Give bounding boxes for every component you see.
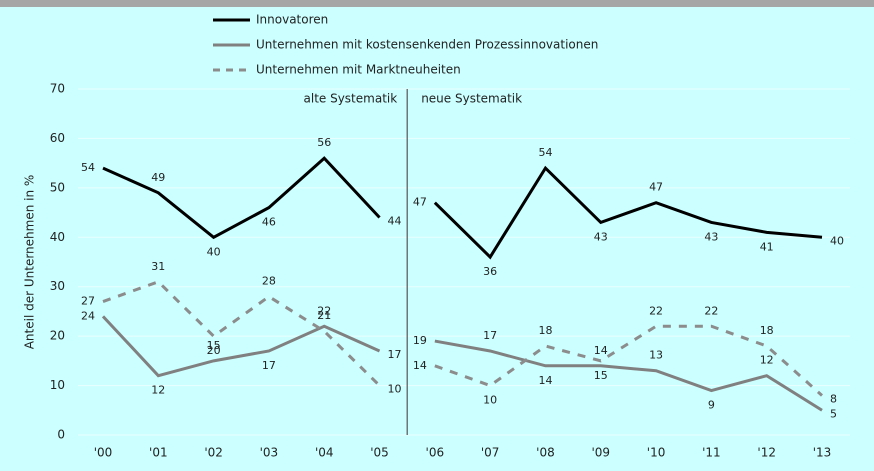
data-label: 17: [262, 359, 276, 372]
x-tick-label: '08: [536, 446, 555, 460]
x-tick-label: '01: [149, 446, 168, 460]
data-label: 54: [81, 161, 95, 174]
y-tick-label: 10: [50, 378, 65, 392]
x-tick-label: '05: [370, 446, 389, 460]
y-tick-label: 60: [50, 131, 65, 145]
y-tick-label: 30: [50, 279, 65, 293]
data-label: 5: [830, 407, 837, 420]
data-label: 31: [151, 260, 165, 273]
data-label: 22: [317, 304, 331, 317]
data-label: 10: [483, 394, 497, 407]
x-tick-label: '09: [591, 446, 610, 460]
y-axis-label: Anteil der Unternehmen in %: [23, 175, 37, 350]
data-label: 21: [317, 309, 331, 322]
data-label: 15: [207, 339, 221, 352]
legend-label: Innovatoren: [256, 13, 328, 27]
data-label: 14: [413, 359, 427, 372]
series-line: [101, 315, 381, 378]
data-label: 43: [594, 230, 608, 243]
y-tick-label: 20: [50, 329, 65, 343]
y-tick-label: 40: [50, 230, 65, 244]
data-label: 12: [760, 354, 774, 367]
data-label: 24: [81, 309, 95, 322]
data-label: 13: [649, 349, 663, 362]
x-tick-label: '03: [260, 446, 279, 460]
x-tick-label: '06: [426, 446, 445, 460]
data-label: 47: [649, 181, 663, 194]
top-bar: [0, 0, 874, 7]
data-label: 18: [760, 324, 774, 337]
y-tick-label: 70: [50, 82, 65, 96]
y-tick-label: 0: [57, 428, 65, 442]
data-label: 36: [483, 265, 497, 278]
x-tick-label: '02: [204, 446, 223, 460]
annotation: alte Systematik: [304, 92, 398, 106]
data-label: 44: [388, 215, 402, 228]
series-line: [433, 165, 823, 260]
data-label: 56: [317, 136, 331, 149]
data-label: 19: [413, 334, 427, 347]
series-line: [102, 280, 381, 387]
x-tick-label: '10: [647, 446, 666, 460]
data-label: 46: [262, 216, 276, 229]
legend-label: Unternehmen mit Marktneuheiten: [256, 63, 461, 77]
y-tick-label: 50: [50, 180, 65, 194]
data-label: 12: [151, 384, 165, 397]
x-tick-label: '04: [315, 446, 334, 460]
data-label: 17: [388, 348, 402, 361]
x-tick-label: '11: [702, 446, 721, 460]
annotation: neue Systematik: [421, 92, 522, 106]
data-label: 41: [760, 240, 774, 253]
data-label: 27: [81, 295, 95, 308]
data-label: 14: [594, 344, 608, 357]
data-label: 28: [262, 275, 276, 288]
series-line: [434, 324, 823, 397]
x-tick-label: '00: [94, 446, 113, 460]
data-label: 17: [483, 329, 497, 342]
data-label: 43: [704, 230, 718, 243]
data-label: 10: [388, 383, 402, 396]
data-label: 49: [151, 171, 165, 184]
data-label: 20: [207, 344, 221, 357]
data-label: 9: [708, 399, 715, 412]
x-tick-label: '12: [757, 446, 776, 460]
data-label: 40: [830, 234, 844, 247]
legend-label: Unternehmen mit kostensenkenden Prozessi…: [256, 38, 598, 52]
series-line: [434, 339, 823, 412]
series-line: [102, 156, 381, 240]
data-label: 15: [594, 369, 608, 382]
data-label: 8: [830, 392, 837, 405]
data-label: 18: [538, 324, 552, 337]
data-label: 47: [413, 196, 427, 209]
x-tick-label: '07: [481, 446, 500, 460]
data-label: 22: [704, 304, 718, 317]
data-label: 54: [538, 146, 552, 159]
data-label: 40: [207, 245, 221, 258]
data-label: 22: [649, 304, 663, 317]
data-label: 14: [538, 374, 552, 387]
x-tick-label: '13: [813, 446, 832, 460]
